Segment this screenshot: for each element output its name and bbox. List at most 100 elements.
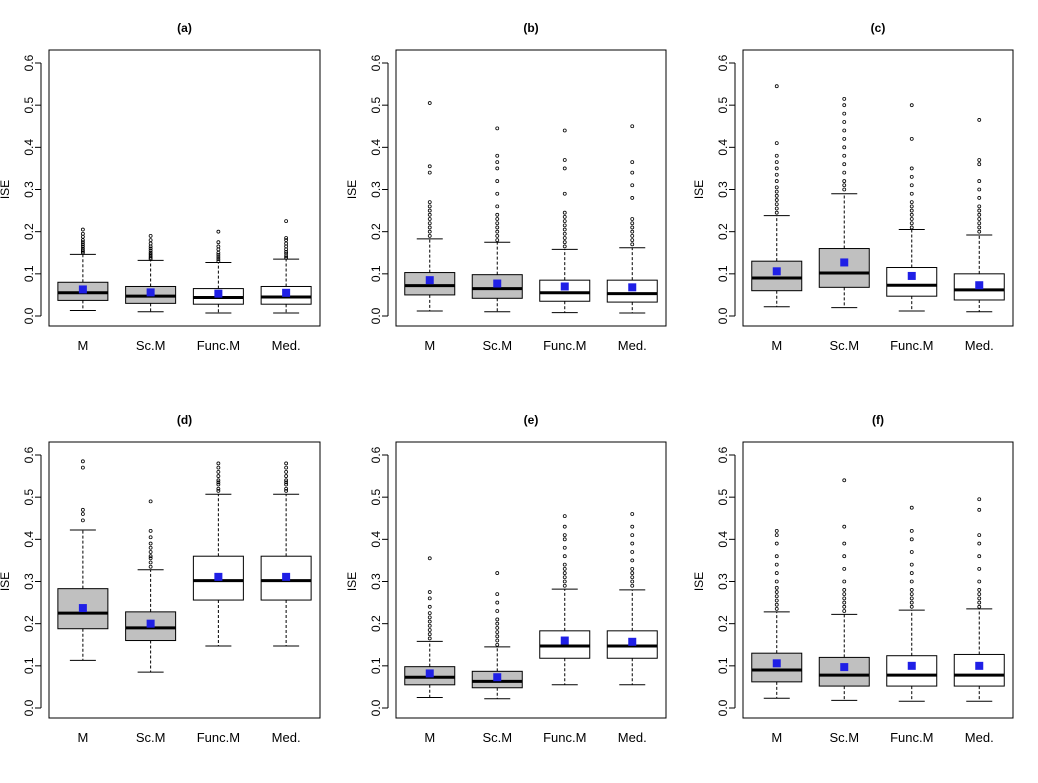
outlier-point (284, 469, 289, 474)
y-tick-label: 0.0 (22, 307, 36, 324)
outlier-point (495, 221, 500, 226)
outlier-point (427, 596, 432, 601)
outlier-point (562, 575, 567, 580)
outlier-point (427, 225, 432, 230)
outlier-point (427, 628, 432, 632)
box-series (260, 219, 312, 314)
outlier-point (216, 474, 221, 478)
outlier-point (427, 164, 432, 169)
y-tick-label: 0.4 (716, 531, 730, 548)
outlier-point (427, 221, 432, 226)
mean-marker (425, 276, 434, 285)
outlier-point (977, 566, 982, 571)
y-tick-label: 0.5 (369, 489, 383, 506)
outlier-point (977, 204, 982, 209)
outlier-point (495, 229, 500, 234)
outlier-point (909, 103, 914, 108)
chart-title: (f) (872, 413, 884, 427)
y-tick-label: 0.4 (369, 139, 383, 156)
outlier-point (284, 236, 289, 240)
outlier-point (630, 566, 635, 571)
outlier-point (977, 541, 982, 546)
x-category-label: M (77, 338, 88, 353)
outlier-point (842, 162, 847, 167)
y-tick-label: 0.4 (716, 139, 730, 156)
outlier-point (427, 623, 432, 628)
box-series (751, 84, 803, 308)
outlier-point (842, 96, 847, 101)
outlier-point (427, 212, 432, 217)
outlier-point (495, 238, 500, 243)
box-series (471, 571, 523, 700)
box-series (192, 461, 244, 647)
box-series (57, 227, 109, 312)
outlier-point (774, 571, 779, 575)
mean-marker (282, 288, 291, 297)
y-tick-label: 0.2 (22, 223, 36, 240)
box-series (471, 126, 523, 313)
x-category-label: Func.M (543, 338, 586, 353)
y-tick-label: 0.1 (369, 265, 383, 282)
mean-marker (907, 661, 916, 670)
outlier-point (562, 227, 567, 232)
box-series (404, 556, 456, 698)
y-tick-label: 0.2 (716, 223, 730, 240)
box-series (886, 505, 938, 702)
outlier-point (80, 238, 85, 243)
y-tick-label: 0.1 (22, 657, 36, 674)
outlier-point (562, 571, 567, 575)
outlier-point (774, 590, 779, 594)
outlier-point (495, 600, 500, 605)
outlier-point (774, 185, 779, 190)
y-tick-label: 0.6 (716, 446, 730, 463)
outlier-point (562, 579, 567, 584)
x-category-label: M (77, 730, 88, 745)
outlier-point (148, 550, 153, 554)
box-series (125, 499, 177, 673)
x-category-label: Func.M (543, 730, 586, 745)
outlier-point (148, 541, 153, 546)
outlier-point (216, 252, 221, 257)
outlier-point (842, 128, 847, 133)
x-category-label: Sc.M (829, 338, 859, 353)
y-tick-label: 0.1 (716, 265, 730, 282)
chart-title: (b) (523, 21, 538, 35)
outlier-point (562, 166, 567, 171)
outlier-point (80, 234, 85, 239)
outlier-point (148, 246, 153, 251)
mean-marker (975, 281, 984, 290)
outlier-point (284, 255, 289, 260)
mean-marker (907, 271, 916, 280)
outlier-point (284, 465, 289, 470)
box-series (886, 103, 938, 312)
x-category-label: Func.M (890, 338, 933, 353)
outlier-point (80, 244, 85, 249)
outlier-point (284, 488, 289, 493)
outlier-point (909, 505, 914, 510)
iqr-box (953, 653, 1005, 687)
outlier-point (562, 545, 567, 550)
outlier-point (284, 241, 289, 246)
outlier-point (148, 233, 153, 238)
outlier-point (284, 478, 289, 483)
outlier-point (630, 575, 635, 580)
outlier-point (216, 244, 221, 249)
y-tick-label: 0.3 (369, 181, 383, 198)
outlier-point (427, 619, 432, 624)
y-tick-label: 0.2 (22, 615, 36, 632)
outlier-point (495, 617, 500, 622)
chart-panel: (e) 0.0 0.1 0.2 0.3 0.4 0.5 0.6 ISE M Sc.M Func.M Me… (345, 413, 667, 745)
outlier-point (909, 604, 914, 609)
outlier-point (80, 507, 85, 512)
chart-panel: (c) 0.0 0.1 0.2 0.3 0.4 0.5 0.6 ISE M Sc.M Func.M Me… (692, 21, 1014, 353)
outlier-point (562, 191, 567, 196)
outlier-point (842, 609, 847, 613)
outlier-point (216, 255, 221, 259)
mean-marker (146, 288, 155, 297)
y-axis-label: ISE (345, 572, 359, 591)
outlier-point (977, 588, 982, 592)
outlier-point (909, 225, 914, 230)
outlier-point (774, 160, 779, 164)
outlier-point (216, 478, 221, 483)
box-series (192, 229, 244, 314)
